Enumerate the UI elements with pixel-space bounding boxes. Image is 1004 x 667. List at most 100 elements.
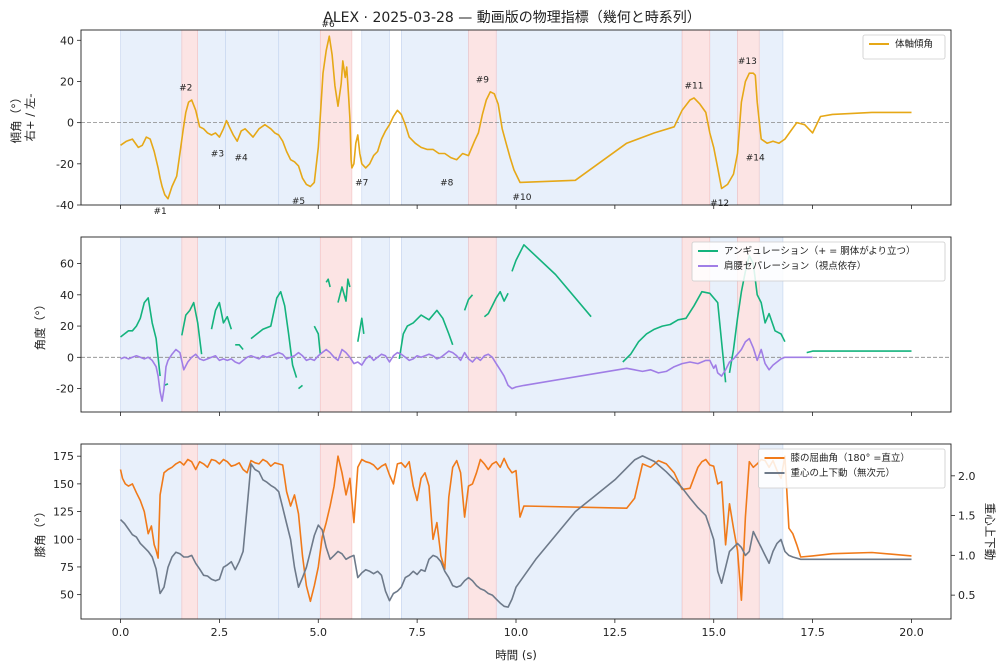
right-y-tick-label: 1.5 [958, 510, 976, 523]
panels: #1 #2 #3 #4 #5 #6 #7 #8 #9 #10 #11 #12 #13 #14 -40 -20 0… [9, 20, 997, 639]
phase-band-blue [401, 29, 469, 206]
y-tick-label: 0 [67, 351, 74, 364]
event-label: #4 [235, 154, 249, 164]
event-label: #9 [476, 75, 490, 85]
y-tick-label: 40 [60, 34, 74, 47]
y-tick-label: 175 [53, 450, 74, 463]
event-label: #5 [292, 197, 305, 207]
series-line-angulation-0-5 [250, 290, 298, 378]
series-line-angulation-0-2 [181, 301, 203, 355]
x-tick-label: 10.0 [504, 626, 529, 639]
series-line-angulation-0-4 [235, 344, 244, 351]
y-axis-label: 膝角（°） [33, 506, 47, 558]
phase-band-blue [120, 236, 183, 413]
y-axis-label: 傾角（°） [9, 92, 23, 144]
series-line-angulation-0-17 [806, 350, 912, 354]
series-line-angulation-0-6 [298, 384, 303, 390]
phase-band-red [681, 443, 711, 620]
legend: 体軸傾角 [862, 34, 946, 60]
series-line-angulation-0-11 [398, 309, 454, 360]
phase-band-blue [197, 443, 226, 620]
x-tick-label: 17.5 [800, 626, 825, 639]
y-tick-label: -40 [56, 199, 74, 212]
y-axis-label: 右+ / 左- [23, 94, 37, 142]
series-line-angulation-0-12 [463, 294, 474, 311]
series-line-angulation-0-13 [483, 290, 509, 318]
phase-band-blue [197, 236, 226, 413]
event-label: #7 [355, 178, 368, 188]
y-tick-label: 40 [60, 289, 74, 302]
phase-band-blue [495, 443, 683, 620]
legend-entry: 重心の上下動（無次元） [791, 467, 896, 479]
phase-band-blue [709, 29, 738, 206]
x-tick-label: 12.5 [603, 626, 628, 639]
phase-band-blue [758, 29, 784, 206]
x-tick-label: 7.5 [408, 626, 426, 639]
series-line-knee-1-0 [119, 455, 912, 608]
legend-entry: アンギュレーション（+ = 胴体がより立つ） [724, 245, 916, 257]
event-label: #13 [738, 57, 757, 67]
phase-band-blue [197, 29, 226, 206]
y-tick-label: 0 [67, 117, 74, 130]
legend-entry: 体軸傾角 [895, 38, 933, 50]
figure-title: ALEX · 2025-03-28 — 動画版の物理指標（幾何と時系列） [323, 10, 700, 26]
event-label: #11 [684, 82, 703, 92]
series-line-knee-0-0 [119, 455, 912, 603]
x-tick-label: 5.0 [310, 626, 328, 639]
event-label: #2 [179, 84, 192, 94]
event-label: #6 [322, 20, 336, 30]
phase-band-blue [401, 236, 469, 413]
x-tick-label: 15.0 [701, 626, 726, 639]
phase-band-blue [361, 236, 390, 413]
y-tick-label: -20 [56, 383, 74, 396]
legend-entry: 膝の屈曲角（180° =直立） [791, 452, 910, 464]
series-line-angulation-0-0 [120, 297, 161, 377]
right-y-tick-label: 1.0 [958, 549, 976, 562]
y-tick-label: 60 [60, 258, 74, 271]
y-tick-label: 20 [60, 320, 74, 333]
event-label: #12 [710, 199, 729, 209]
x-tick-label: 0.0 [112, 626, 130, 639]
y-tick-label: 150 [53, 478, 74, 491]
series-line-angulation-0-9 [337, 278, 351, 303]
series-line-angulation-0-7 [313, 325, 322, 355]
phase-band-red [681, 29, 711, 206]
y-tick-label: 75 [60, 561, 74, 574]
phase-band-blue [278, 29, 321, 206]
legend-box [691, 241, 946, 282]
legend: アンギュレーション（+ = 胴体がより立つ） 肩腰セパレーション（視点依存） [691, 241, 946, 282]
y-tick-label: 20 [60, 75, 74, 88]
legend-box [862, 34, 946, 60]
x-tick-label: 2.5 [211, 626, 229, 639]
x-tick-label: 20.0 [899, 626, 924, 639]
phase-band-blue [361, 29, 390, 206]
phase-band-blue [225, 236, 280, 413]
series-line-angulation-0-10 [357, 317, 365, 342]
event-label: #14 [746, 154, 765, 164]
phase-band-blue [120, 29, 183, 206]
right-y-axis-label: 重心上下動 [983, 503, 997, 561]
legend: 膝の屈曲角（180° =直立） 重心の上下動（無次元） [758, 448, 946, 489]
series-line-angulation-0-15 [622, 290, 727, 383]
series-line-angulation-0-14 [511, 244, 592, 318]
right-y-tick-label: 0.5 [958, 589, 976, 602]
series-line-angulation-1-0 [120, 337, 813, 402]
phase-band-blue [278, 236, 321, 413]
phase-band-red [181, 29, 198, 206]
event-label: #8 [440, 178, 454, 188]
legend-entry: 肩腰セパレーション（視点依存） [724, 260, 866, 272]
event-label: #10 [512, 193, 531, 203]
y-tick-label: -20 [56, 158, 74, 171]
panel-angulation: -20 0 20 40 60 角度（°） アンギュレーション（+ = 胴体がより立つ） 肩腰セ… [33, 236, 952, 416]
series-line-angulation-0-8 [325, 278, 331, 288]
phase-band-blue [225, 29, 280, 206]
y-tick-label: 125 [53, 506, 74, 519]
phase-band-blue [495, 29, 683, 206]
panel-knee: 50 75 100 125 150 175 0.5 1.0 1.5 2.0 0.0 2.5 5.0 7.5… [33, 443, 997, 639]
event-label: #3 [211, 150, 224, 160]
right-y-tick-label: 2.0 [958, 470, 976, 483]
phase-band-red [181, 443, 198, 620]
phase-band-blue [495, 236, 683, 413]
legend-box [758, 448, 946, 489]
